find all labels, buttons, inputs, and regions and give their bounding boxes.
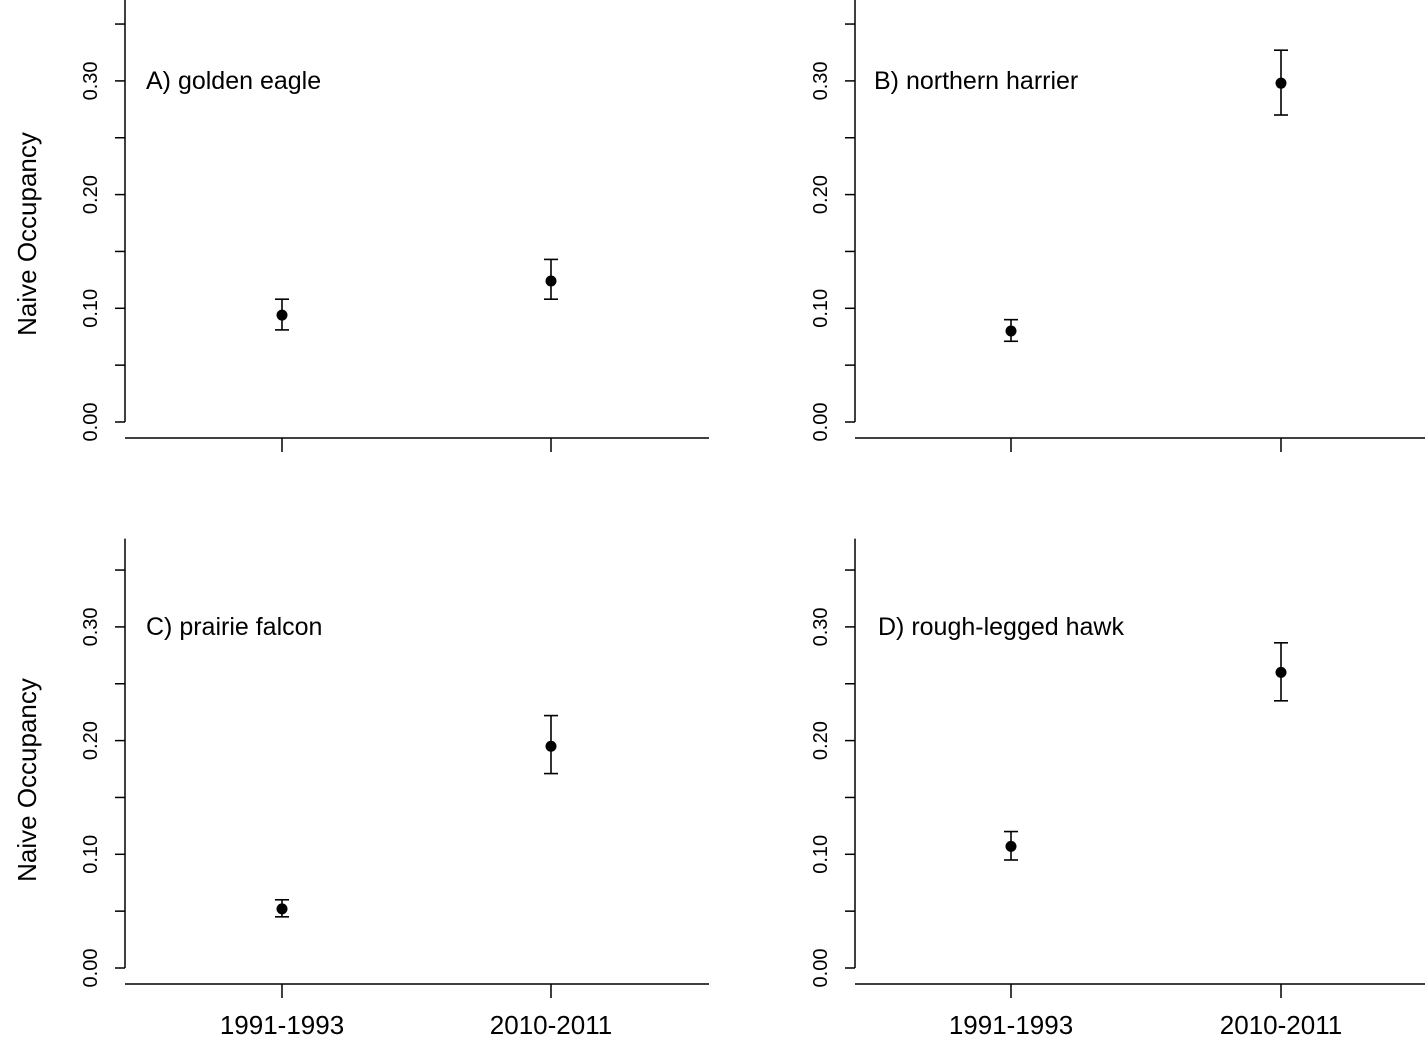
panel-c-data-point	[276, 903, 288, 915]
panel-d-y-tick-label: 0.00	[810, 949, 832, 988]
panel-a-title: A) golden eagle	[146, 67, 321, 95]
panel-d-title: D) rough-legged hawk	[878, 613, 1124, 641]
panel-c-x-tick-label: 2010-2011	[490, 1010, 612, 1040]
panel-b-y-tick-label: 0.00	[810, 403, 832, 442]
panel-b-y-tick-label: 0.20	[810, 175, 832, 214]
panel-b-data-point	[1275, 77, 1287, 89]
panel-a-y-tick-label: 0.30	[80, 61, 102, 100]
panel-b-y-tick-label: 0.30	[810, 61, 832, 100]
panel-d-data-point	[1275, 666, 1287, 678]
panel-d-data-point	[1005, 840, 1017, 852]
panel-b-data-point	[1005, 325, 1017, 337]
panel-c-y-tick-label: 0.30	[80, 607, 102, 646]
panel-c-y-tick-label: 0.10	[80, 835, 102, 874]
panel-a-data-point	[545, 275, 557, 287]
panel-b-y-tick-label: 0.10	[810, 289, 832, 328]
panel-a-y-tick-label: 0.00	[80, 403, 102, 442]
panel-c-data-point	[545, 740, 557, 752]
panel-d-x-tick-label: 1991-1993	[949, 1010, 1073, 1040]
panel-d-y-tick-label: 0.20	[810, 721, 832, 760]
panel-d-y-tick-label: 0.10	[810, 835, 832, 874]
panel-c-y-tick-label: 0.20	[80, 721, 102, 760]
panel-a-y-tick-label: 0.20	[80, 175, 102, 214]
panel-c-y-axis-label: Naive Occupancy	[12, 678, 42, 882]
panel-a-data-point	[276, 309, 288, 321]
panel-a-y-axis-label: Naive Occupancy	[12, 132, 42, 336]
panel-b-title: B) northern harrier	[874, 67, 1078, 95]
panel-c-x-tick-label: 1991-1993	[220, 1010, 344, 1040]
panel-d-y-tick-label: 0.30	[810, 607, 832, 646]
panel-d-x-tick-label: 2010-2011	[1220, 1010, 1342, 1040]
panel-c-y-tick-label: 0.00	[80, 949, 102, 988]
panel-c-title: C) prairie falcon	[146, 613, 322, 641]
panel-a-y-tick-label: 0.10	[80, 289, 102, 328]
